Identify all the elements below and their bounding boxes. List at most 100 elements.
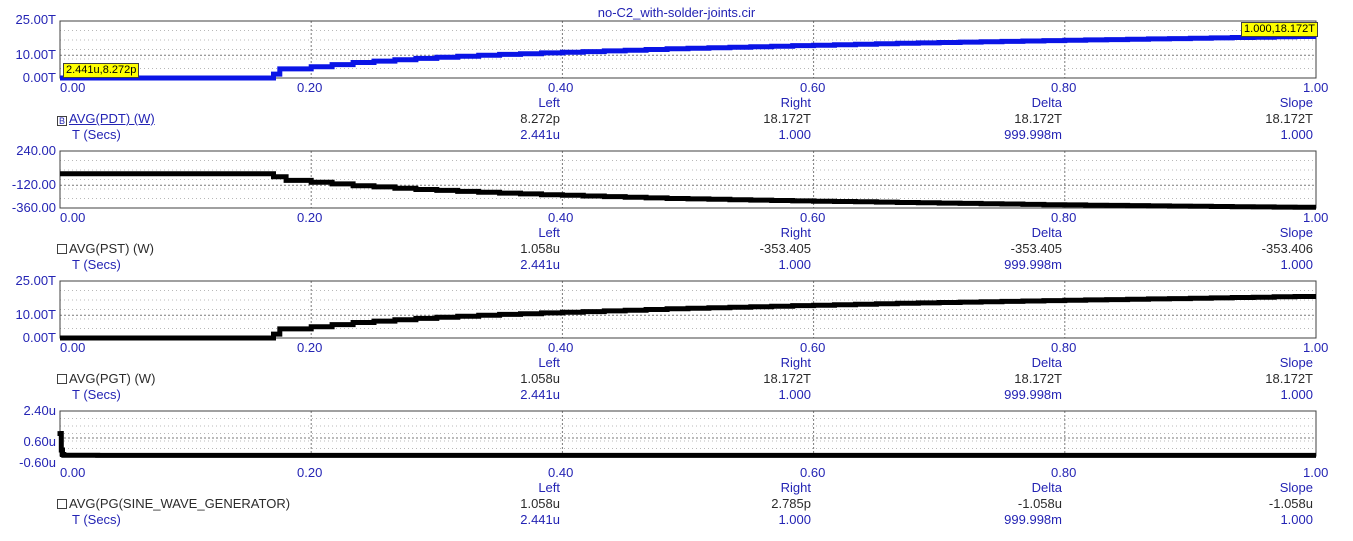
x-value-slope: 1.000 [1280, 257, 1313, 272]
series-line [57, 431, 1316, 458]
trace-select-checkbox[interactable]: B [57, 116, 67, 126]
x-tick-label: 0.20 [297, 80, 323, 95]
x-tick-label: 0.80 [1051, 80, 1077, 95]
x-tick-label: 1.00 [1303, 210, 1329, 225]
plot-frame [59, 20, 1317, 79]
x-tick-label: 0.00 [60, 80, 86, 95]
y-tick-label: 240.00 [16, 143, 56, 158]
trace-select-checkbox[interactable] [57, 374, 67, 384]
x-expression: T (Secs) [72, 387, 121, 402]
x-tick-label: 0.00 [60, 340, 86, 355]
y-value-right: 2.785p [771, 496, 811, 511]
x-expression: T (Secs) [72, 127, 121, 142]
y-tick-label: 2.40u [23, 403, 56, 418]
trace-select-checkbox[interactable] [57, 499, 67, 509]
y-value-delta: -353.405 [1010, 241, 1062, 256]
x-value-right: 1.000 [778, 127, 811, 142]
x-tick-label: 0.80 [1051, 340, 1077, 355]
x-value-left: 2.441u [520, 512, 560, 527]
trace-expression[interactable]: AVG(PDT) (W) [69, 111, 155, 126]
x-value-slope: 1.000 [1280, 127, 1313, 142]
header-left: Left [538, 355, 560, 370]
x-tick-label: 1.00 [1303, 80, 1329, 95]
header-delta: Delta [1031, 225, 1062, 240]
x-value-right: 1.000 [778, 512, 811, 527]
y-tick-label: -120.00 [11, 177, 56, 192]
y-tick-label: -360.00 [11, 200, 56, 215]
y-value-right: -353.405 [759, 241, 811, 256]
series-line [60, 294, 1316, 341]
x-tick-label: 0.20 [297, 210, 323, 225]
trace-select-checkbox[interactable] [57, 244, 67, 254]
x-value-left: 2.441u [520, 387, 560, 402]
x-tick-label: 0.20 [297, 340, 323, 355]
trace-expression-row[interactable]: B AVG(PDT) (W) [57, 111, 155, 126]
x-value-left: 2.441u [520, 127, 560, 142]
x-tick-label: 0.40 [548, 210, 574, 225]
y-tick-label: -0.60u [19, 455, 56, 470]
header-right: Right [780, 355, 811, 370]
left-cursor-tag[interactable]: 2.441u,8.272p [63, 63, 140, 78]
x-tick-label: 1.00 [1303, 465, 1329, 480]
y-value-left: 8.272p [520, 111, 560, 126]
header-slope: Slope [1279, 355, 1313, 370]
x-value-slope: 1.000 [1280, 387, 1313, 402]
y-tick-label: 0.00T [22, 330, 56, 345]
x-tick-label: 0.40 [548, 465, 574, 480]
x-value-right: 1.000 [778, 387, 811, 402]
x-tick-label: 0.00 [60, 465, 86, 480]
header-left: Left [538, 225, 560, 240]
x-value-delta: 999.998m [1004, 387, 1062, 402]
x-expression: T (Secs) [72, 257, 121, 272]
y-value-left: 1.058u [520, 496, 560, 511]
x-tick-label: 0.60 [800, 465, 826, 480]
trace-expression[interactable]: AVG(PST) (W) [69, 241, 154, 256]
plot-frame [59, 150, 1317, 209]
y-value-slope: 18.172T [1265, 111, 1313, 126]
x-tick-label: 1.00 [1303, 340, 1329, 355]
x-tick-label: 0.80 [1051, 465, 1077, 480]
x-tick-label: 0.80 [1051, 210, 1077, 225]
trace-expression[interactable]: AVG(PGT) (W) [69, 371, 156, 386]
right-cursor-tag[interactable]: 1.000,18.172T [1241, 22, 1318, 37]
header-slope: Slope [1279, 95, 1313, 110]
header-slope: Slope [1279, 480, 1313, 495]
trace-expression[interactable]: AVG(PG(SINE_WAVE_GENERATOR) [69, 496, 291, 511]
y-value-right: 18.172T [763, 111, 811, 126]
y-value-left: 1.058u [520, 241, 560, 256]
header-delta: Delta [1031, 480, 1062, 495]
y-value-left: 1.058u [520, 371, 560, 386]
x-value-delta: 999.998m [1004, 127, 1062, 142]
x-tick-label: 0.40 [548, 80, 574, 95]
header-delta: Delta [1031, 355, 1062, 370]
y-tick-label: 25.00T [15, 12, 56, 27]
x-tick-label: 0.60 [800, 210, 826, 225]
x-value-slope: 1.000 [1280, 512, 1313, 527]
header-left: Left [538, 480, 560, 495]
y-tick-label: 0.60u [23, 434, 56, 449]
series-line [60, 171, 1316, 210]
y-value-right: 18.172T [763, 371, 811, 386]
x-expression: T (Secs) [72, 512, 121, 527]
y-value-slope: -1.058u [1268, 496, 1313, 511]
trace-expression-row[interactable]: AVG(PG(SINE_WAVE_GENERATOR) [57, 496, 290, 511]
y-tick-label: 10.00T [15, 47, 56, 62]
header-delta: Delta [1031, 95, 1062, 110]
header-right: Right [780, 95, 811, 110]
y-value-delta: 18.172T [1014, 371, 1062, 386]
header-left: Left [538, 95, 560, 110]
y-value-delta: 18.172T [1014, 111, 1062, 126]
series-line [60, 34, 1316, 81]
x-tick-label: 0.60 [800, 80, 826, 95]
trace-expression-row[interactable]: AVG(PGT) (W) [57, 371, 155, 386]
y-value-slope: 18.172T [1265, 371, 1313, 386]
x-value-delta: 999.998m [1004, 257, 1062, 272]
y-tick-label: 10.00T [15, 307, 56, 322]
header-right: Right [780, 225, 811, 240]
x-tick-label: 0.00 [60, 210, 86, 225]
header-slope: Slope [1279, 225, 1313, 240]
trace-expression-row[interactable]: AVG(PST) (W) [57, 241, 154, 256]
y-value-slope: -353.406 [1261, 241, 1313, 256]
header-right: Right [780, 480, 811, 495]
